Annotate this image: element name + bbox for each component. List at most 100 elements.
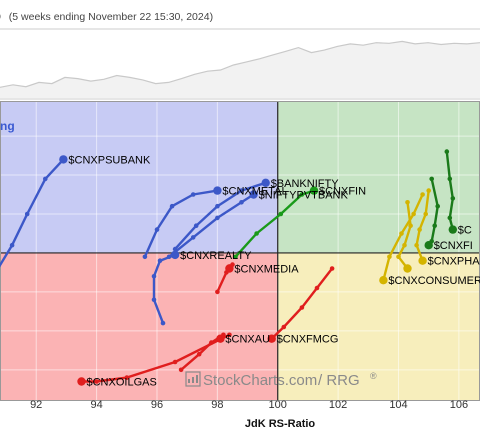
trail-point[interactable] bbox=[233, 254, 238, 260]
benchmark-panel bbox=[0, 28, 480, 100]
trail-point[interactable] bbox=[414, 242, 419, 248]
trail-point[interactable] bbox=[94, 379, 99, 384]
x-axis-title: JdK RS-Ratio bbox=[245, 418, 316, 430]
trail-head-point[interactable] bbox=[267, 334, 276, 343]
trail-point[interactable] bbox=[420, 192, 425, 197]
trail-point[interactable] bbox=[215, 289, 220, 295]
trail-point[interactable] bbox=[227, 332, 232, 338]
chart-header: 0 (5 weeks ending November 22 15:30, 202… bbox=[0, 0, 480, 30]
trail-point[interactable] bbox=[151, 274, 157, 279]
improving-quadrant bbox=[0, 101, 278, 253]
trail-head-point[interactable] bbox=[225, 264, 234, 273]
trail-point[interactable] bbox=[124, 375, 130, 380]
trail-point[interactable] bbox=[435, 203, 441, 209]
trail-point[interactable] bbox=[299, 305, 305, 310]
trail-head-point[interactable] bbox=[424, 241, 433, 250]
trail-point[interactable] bbox=[299, 192, 305, 197]
series-label: $CNXMEDIA bbox=[234, 264, 299, 276]
trail-point[interactable] bbox=[157, 258, 163, 263]
trail-point[interactable] bbox=[24, 211, 30, 217]
series-label: $CNXFI bbox=[434, 240, 473, 252]
trail-point[interactable] bbox=[43, 176, 48, 182]
trail-head-point[interactable] bbox=[309, 186, 319, 195]
trail-point[interactable] bbox=[239, 200, 244, 205]
trail-point[interactable] bbox=[314, 285, 320, 291]
series-label: $CNXAU bbox=[225, 334, 270, 346]
watermark-logo-icon bbox=[185, 371, 201, 387]
trail-point[interactable] bbox=[172, 359, 178, 365]
trail-point[interactable] bbox=[215, 203, 220, 209]
subtitle-text: (5 weeks ending November 22 15:30, 2024) bbox=[8, 11, 214, 23]
trail-point[interactable] bbox=[423, 211, 429, 217]
trail-point[interactable] bbox=[405, 200, 410, 205]
trail-point[interactable] bbox=[402, 242, 407, 248]
series-label: $CNXREALTY bbox=[180, 250, 252, 262]
trail-point[interactable] bbox=[450, 196, 456, 201]
trail-point[interactable] bbox=[254, 231, 259, 236]
trail-head-point[interactable] bbox=[77, 377, 86, 386]
trail-point[interactable] bbox=[193, 223, 199, 228]
trail-point[interactable] bbox=[417, 227, 422, 232]
trail-point[interactable] bbox=[160, 320, 166, 326]
chart-subtitle: 0 (5 weeks ending November 22 15:30, 202… bbox=[0, 11, 213, 23]
x-tick-label: 98 bbox=[211, 399, 223, 411]
trail-point[interactable] bbox=[169, 203, 175, 209]
trail-point[interactable] bbox=[190, 192, 196, 197]
benchmark-line bbox=[0, 40, 480, 88]
trail-point[interactable] bbox=[215, 215, 220, 221]
trail-point[interactable] bbox=[196, 351, 202, 357]
series-label: $CNXFIN bbox=[319, 186, 366, 198]
rrg-plot: StockCharts.com / RRG ® $CNXPSUBANK $CNXM… bbox=[0, 101, 480, 401]
trail-point[interactable] bbox=[178, 367, 184, 373]
trail-point[interactable] bbox=[447, 176, 453, 182]
watermark-registered: ® bbox=[370, 371, 377, 381]
trail-head-point[interactable] bbox=[418, 256, 427, 265]
trail-point[interactable] bbox=[278, 211, 284, 217]
x-tick-label: 96 bbox=[151, 399, 163, 411]
series-label: $BANKNIFTY bbox=[271, 178, 340, 190]
series-label: $CNXPHA bbox=[428, 256, 480, 268]
trail-point[interactable] bbox=[154, 227, 160, 232]
x-tick-label: 104 bbox=[389, 399, 407, 411]
trail-point[interactable] bbox=[329, 266, 335, 271]
trail-point[interactable] bbox=[9, 242, 15, 248]
header-icon: 0 bbox=[0, 11, 1, 23]
trail-point[interactable] bbox=[444, 149, 450, 154]
x-axis: 92 94 96 98 100 102 104 106 JdK RS-Ratio bbox=[30, 399, 468, 430]
trail-head-point[interactable] bbox=[403, 264, 412, 273]
trail-point[interactable] bbox=[447, 215, 453, 221]
leading-quadrant bbox=[277, 101, 480, 253]
series-label: $C bbox=[458, 225, 472, 237]
trail-point[interactable] bbox=[408, 223, 413, 228]
series-label: $NIFTYPVTBANK bbox=[259, 190, 349, 202]
weakening-quadrant bbox=[277, 252, 480, 401]
series-label: $CNXMETAL bbox=[222, 186, 287, 198]
trail-point[interactable] bbox=[281, 324, 287, 330]
trail-point[interactable] bbox=[387, 254, 392, 260]
benchmark-area bbox=[0, 41, 480, 98]
trail-point[interactable] bbox=[239, 188, 244, 193]
trail-point[interactable] bbox=[396, 254, 401, 260]
trail-head-point[interactable] bbox=[249, 190, 258, 199]
trail-head-point[interactable] bbox=[379, 276, 388, 285]
trail-head-point[interactable] bbox=[448, 225, 457, 234]
x-tick-label: 94 bbox=[90, 399, 102, 411]
lagging-quadrant bbox=[0, 252, 278, 401]
trail-point[interactable] bbox=[399, 231, 404, 236]
trail-head-point[interactable] bbox=[213, 186, 222, 195]
x-tick-label: 102 bbox=[329, 399, 347, 411]
x-tick-label: 106 bbox=[450, 399, 468, 411]
trail-head-point[interactable] bbox=[261, 178, 270, 187]
trail-head-point[interactable] bbox=[170, 250, 180, 260]
trail-point[interactable] bbox=[190, 235, 196, 240]
series-label: $CNXOILGAS bbox=[87, 377, 157, 389]
trail-point[interactable] bbox=[429, 176, 435, 182]
trail-head-point[interactable] bbox=[59, 155, 68, 164]
trail-point[interactable] bbox=[151, 297, 157, 302]
trail-point[interactable] bbox=[432, 223, 438, 228]
trail-point[interactable] bbox=[426, 188, 432, 193]
improving-quadrant-label: ng bbox=[0, 119, 15, 133]
trail-point[interactable] bbox=[142, 254, 148, 260]
watermark-brand: StockCharts.com bbox=[203, 372, 317, 389]
trail-point[interactable] bbox=[411, 211, 416, 217]
